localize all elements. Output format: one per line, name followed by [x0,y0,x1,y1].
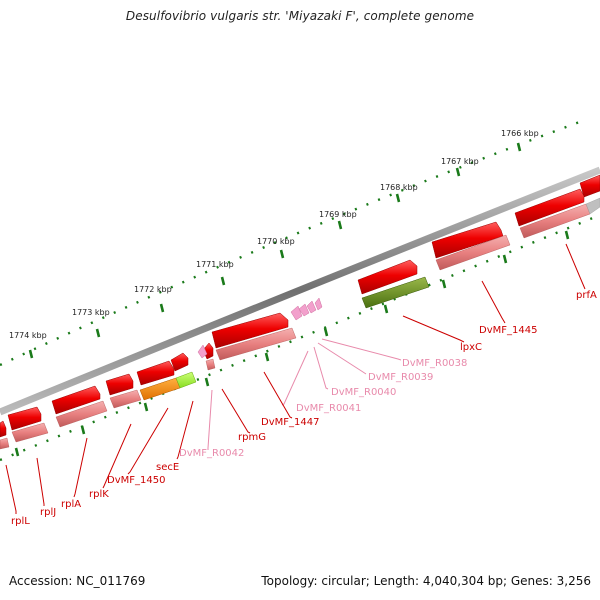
map-title: Desulfovibrio vulgaris str. 'Miyazaki F'… [125,9,475,23]
scale-label: 1774 kbp [9,331,47,340]
scale-label: 1769 kbp [319,210,357,219]
trna-arrow[interactable] [306,300,317,314]
gene-arrow[interactable] [0,420,7,438]
gene-arrow[interactable] [105,373,134,396]
scale-ring [0,118,586,367]
scale-label: 1773 kbp [72,308,110,317]
lpxC-feature[interactable] [361,276,430,309]
cds-block[interactable] [0,437,10,450]
scale-label: 1772 kbp [134,285,172,294]
gene-label-rpmG[interactable]: rpmG [238,432,266,443]
gene-label-rplL[interactable]: rplL [11,516,30,527]
gene-label-lpxC[interactable]: lpxC [460,342,482,353]
gene-arrow[interactable] [431,221,504,259]
gene-label-prfA[interactable]: prfA [576,290,597,301]
genome-summary-text: Topology: circular; Length: 4,040,304 bp… [261,574,591,588]
gene-label-DvMF_R0039[interactable]: DvMF_R0039 [368,372,433,383]
gene-arrow[interactable] [579,174,600,198]
cds-block[interactable] [55,400,108,428]
gene-arrow[interactable] [170,352,189,372]
genome-backbone [0,166,600,416]
cds-block[interactable] [585,197,600,215]
scale-label: 1767 kbp [441,157,479,166]
gene-label-secE[interactable]: secE [156,462,179,473]
gene-arrow[interactable] [357,259,418,295]
cds-track [0,197,600,450]
gene-label-DvMF_1450[interactable]: DvMF_1450 [107,475,165,486]
scale-label: 1771 kbp [196,260,234,269]
gene-arrow[interactable] [136,360,175,386]
trna-arrow[interactable] [298,303,310,317]
trna-arrow[interactable] [314,297,323,311]
scale-label: 1766 kbp [501,129,539,138]
accession-text: Accession: NC_011769 [9,574,146,588]
gene-label-rplA[interactable]: rplA [61,499,81,510]
scale-label: 1768 kbp [380,183,418,192]
gene-label-DvMF_1447[interactable]: DvMF_1447 [261,417,319,428]
cds-block[interactable] [205,358,216,371]
inner-ring [0,213,600,462]
cds-block[interactable] [215,327,297,361]
gene-arrow[interactable] [7,406,42,431]
secE-feature[interactable] [175,371,197,389]
cds-block[interactable] [11,422,49,443]
gene-label-rplJ[interactable]: rplJ [40,507,56,518]
gene-track-forward [0,174,600,438]
gene-label-DvMF_1445[interactable]: DvMF_1445 [479,325,537,336]
trna-track [197,297,323,359]
scale-label: 1770 kbp [257,237,295,246]
gene-label-DvMF_R0041[interactable]: DvMF_R0041 [296,403,361,414]
gene-arrow[interactable] [514,188,585,227]
cds-block[interactable] [109,389,142,409]
leader-lines [5,243,586,514]
gene-label-rplK[interactable]: rplK [89,489,109,500]
gene-arrow[interactable] [211,312,289,349]
gene-label-DvMF_R0042[interactable]: DvMF_R0042 [179,448,244,459]
gene-label-DvMF_R0040[interactable]: DvMF_R0040 [331,387,396,398]
gene-label-DvMF_R0038[interactable]: DvMF_R0038 [402,358,467,369]
cds-block[interactable] [435,234,511,271]
gene-arrow[interactable] [51,385,101,415]
trna-arrow[interactable] [197,344,208,359]
